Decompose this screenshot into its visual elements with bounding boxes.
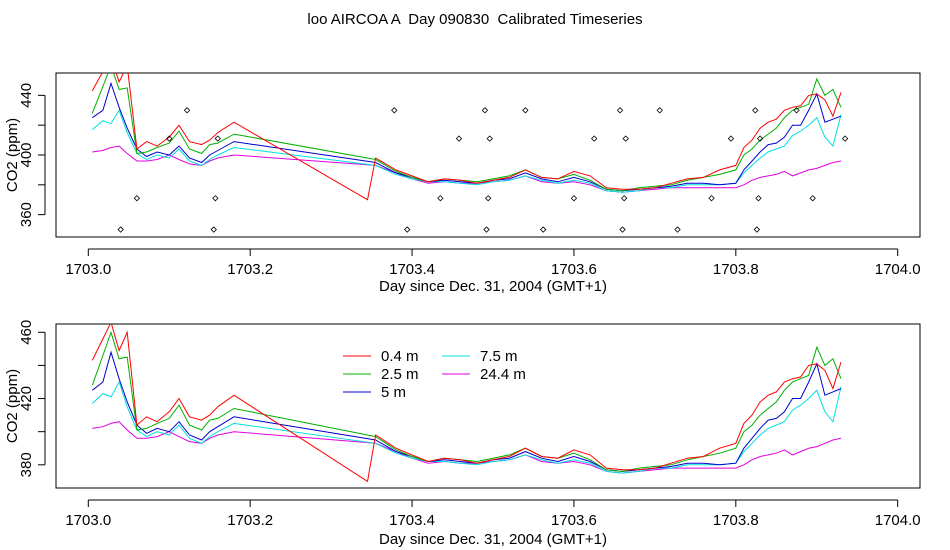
scatter-point xyxy=(793,107,800,114)
y-tick-label: 420 xyxy=(18,386,35,411)
plot-panel-1: 1703.0 1703.2 1703.4 1703.6 1703.8 1704.0 Day … xyxy=(4,72,921,295)
plot-area xyxy=(91,324,842,483)
scatter-point xyxy=(756,135,764,142)
scatter-point xyxy=(437,195,444,202)
y-axis-label: CO2 (ppm) xyxy=(4,369,21,443)
scatter-point xyxy=(391,107,398,114)
y-tick-label: 440 xyxy=(18,83,35,108)
scatter-point xyxy=(616,107,624,114)
scatter-point xyxy=(210,226,217,233)
legend-label: 0.4 m xyxy=(381,348,419,365)
scatter-point xyxy=(183,107,191,114)
x-tick-label: 1703.0 xyxy=(65,261,111,278)
x-tick-label: 1703.8 xyxy=(713,512,759,529)
scatter-point xyxy=(570,195,578,202)
scatter-point xyxy=(481,107,489,114)
x-tick-label: 1703.2 xyxy=(227,261,273,278)
legend-label: 7.5 m xyxy=(480,348,518,365)
series-line-24-4-m xyxy=(92,421,842,474)
y-tick-label: 400 xyxy=(18,142,35,167)
scatter-point xyxy=(752,107,759,114)
scatter-point xyxy=(591,135,598,142)
series-line-7-5-m xyxy=(91,109,842,193)
scatter-point xyxy=(620,195,628,202)
scatter-point xyxy=(727,135,735,142)
x-tick-label: 1703.4 xyxy=(389,512,435,529)
scatter-point xyxy=(486,135,493,142)
plot-frame xyxy=(55,72,921,238)
plot-area xyxy=(91,73,849,233)
series-line-0-4-m xyxy=(91,73,842,201)
series-line-24-4-m xyxy=(92,145,842,193)
scatter-point xyxy=(540,226,547,233)
plot-frame xyxy=(55,323,921,489)
y-tick-label: 380 xyxy=(18,452,35,477)
scatter-point xyxy=(841,135,849,142)
scatter-point xyxy=(214,135,221,142)
plot-panel-2: 1703.0 1703.2 1703.4 1703.6 1703.8 1704.0 Day … xyxy=(4,320,921,548)
scatter-point xyxy=(656,107,663,114)
series-line-5-m xyxy=(92,81,842,192)
scatter-point xyxy=(809,195,816,202)
scatter-point xyxy=(212,195,219,202)
scatter-point xyxy=(619,226,626,233)
scatter-point xyxy=(455,135,463,142)
scatter-point xyxy=(674,226,681,233)
scatter-point xyxy=(622,135,629,142)
y-axis-label: CO2 (ppm) xyxy=(4,118,21,192)
x-tick-label: 1703.0 xyxy=(65,512,111,529)
x-tick-label: 1703.4 xyxy=(389,261,435,278)
x-tick-label: 1703.8 xyxy=(713,261,759,278)
scatter-point xyxy=(484,195,492,202)
scatter-point xyxy=(404,226,411,233)
x-tick-label: 1703.2 xyxy=(227,512,273,529)
series-line-0-4-m xyxy=(91,324,842,483)
series-line-2-5-m xyxy=(91,73,842,192)
y-tick-label: 360 xyxy=(18,202,35,227)
legend-label: 24.4 m xyxy=(480,366,526,383)
x-axis-label: Day since Dec. 31, 2004 (GMT+1) xyxy=(379,278,607,295)
scatter-point xyxy=(753,226,761,233)
scatter-point xyxy=(166,135,173,142)
series-line-7-5-m xyxy=(91,380,842,474)
legend-label: 5 m xyxy=(381,384,406,401)
x-tick-label: 1704.0 xyxy=(875,261,921,278)
series-line-2-5-m xyxy=(91,330,842,472)
x-axis-label: Day since Dec. 31, 2004 (GMT+1) xyxy=(379,531,607,548)
y-tick-label: 460 xyxy=(18,320,35,345)
scatter-point xyxy=(522,107,529,114)
x-tick-label: 1703.6 xyxy=(551,512,597,529)
scatter-point xyxy=(133,195,141,202)
scatter-point xyxy=(483,226,490,233)
scatter-point xyxy=(117,226,124,233)
scatter-point xyxy=(755,195,762,202)
x-tick-label: 1704.0 xyxy=(875,512,921,529)
scatter-point xyxy=(708,195,715,202)
legend-label: 2.5 m xyxy=(381,366,419,383)
x-tick-label: 1703.6 xyxy=(551,261,597,278)
series-line-5-m xyxy=(91,350,842,472)
legend: 0.4 m2.5 m5 m 7.5 m24.4 m xyxy=(343,348,526,401)
chart-title: loo AIRCOA A Day 090830 Calibrated Times… xyxy=(307,11,643,28)
